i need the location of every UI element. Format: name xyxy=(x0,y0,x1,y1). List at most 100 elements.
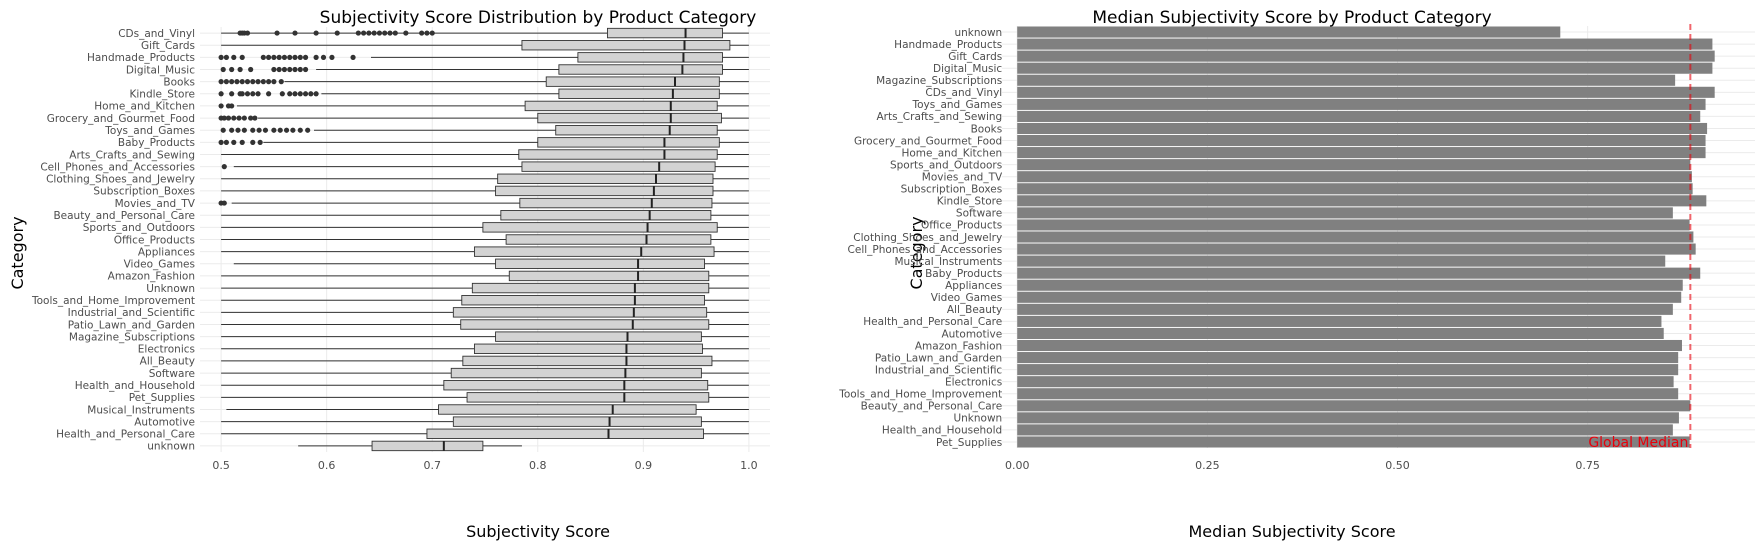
box-Office_Products xyxy=(221,234,749,245)
box-outlier-point xyxy=(266,91,272,97)
box-outlier-point xyxy=(320,54,327,60)
bar-Video_Games xyxy=(1017,291,1682,303)
right-category-label: Automotive xyxy=(941,328,1002,340)
right-category-label: Appliances xyxy=(945,280,1002,292)
box-iqr xyxy=(577,52,723,63)
box-outlier-point xyxy=(241,115,247,121)
right-category-label: Toys_and_Games xyxy=(911,99,1002,111)
box-outlier-point xyxy=(302,91,309,97)
right-category-label: Office_Products xyxy=(921,220,1002,232)
box-unknown xyxy=(298,440,522,452)
right-category-label: Books xyxy=(971,123,1003,135)
right-category-label: Beauty_and_Personal_Care xyxy=(861,401,1003,413)
box-outlier-point xyxy=(250,91,256,97)
box-outlier-point xyxy=(392,30,398,36)
left-category-label: Health_and_Personal_Care xyxy=(56,429,195,441)
box-outlier-point xyxy=(239,91,245,97)
bar-Movies_and_TV xyxy=(1017,171,1692,183)
box-outlier-point xyxy=(283,127,290,133)
bar-Sports_and_Outdoors xyxy=(1017,159,1691,171)
global-median-label: Global Median xyxy=(1588,435,1688,451)
left-category-label: Industrial_and_Scientific xyxy=(68,307,196,319)
box-outlier-point xyxy=(297,54,303,60)
box-iqr xyxy=(426,428,704,439)
box-iqr xyxy=(471,282,710,294)
box-outlier-point xyxy=(382,30,388,36)
box-iqr xyxy=(473,343,703,354)
left-category-label: Gift_Cards xyxy=(141,40,195,52)
left-category-label: Unknown xyxy=(146,283,195,295)
bar-Digital_Music xyxy=(1017,62,1713,74)
box-All_Beauty xyxy=(221,355,749,367)
box-outlier-point xyxy=(429,30,435,36)
box-outlier-point xyxy=(229,91,235,97)
left-category-label: Health_and_Household xyxy=(75,380,195,392)
box-outlier-point xyxy=(355,30,361,36)
box-outlier-point xyxy=(305,127,311,133)
right-category-label: Baby_Products xyxy=(925,268,1002,280)
right-category-label: Digital_Music xyxy=(933,63,1002,75)
box-outlier-point xyxy=(231,139,237,145)
bar-Musical_Instruments xyxy=(1017,255,1666,267)
box-Sports_and_Outdoors xyxy=(221,222,749,233)
box-iqr xyxy=(371,440,484,452)
box-outlier-point xyxy=(235,127,241,133)
left-category-label: Appliances xyxy=(138,246,195,258)
box-iqr xyxy=(495,331,702,342)
box-outlier-point xyxy=(419,30,425,36)
box-Handmade_Products xyxy=(218,52,749,63)
box-Movies_and_TV xyxy=(218,197,749,209)
bar-Automotive xyxy=(1017,327,1664,340)
bar-Amazon_Fashion xyxy=(1017,339,1682,352)
right-category-label: Movies_and_TV xyxy=(922,172,1003,184)
box-outlier-point xyxy=(260,79,266,85)
box-outlier-point xyxy=(297,127,303,133)
left-category-label: Toys_and_Games xyxy=(104,125,195,137)
left-chart-x-axis-label: Subjectivity Score xyxy=(466,522,610,541)
bar-Pet_Supplies xyxy=(1017,436,1690,448)
box-Arts_Crafts_and_Sewing xyxy=(221,149,749,160)
left-category-label: Video_Games xyxy=(124,259,195,271)
box-outlier-point xyxy=(256,127,262,133)
bar-Health_and_Personal_Care xyxy=(1017,315,1662,327)
box-Industrial_and_Scientific xyxy=(221,307,749,318)
right-category-label: Amazon_Fashion xyxy=(915,340,1002,352)
bar-Gift_Cards xyxy=(1017,50,1715,62)
left-category-label: Automotive xyxy=(134,416,195,428)
left-category-label: Handmade_Products xyxy=(87,52,195,64)
box-outlier-point xyxy=(262,127,269,133)
left-category-label: Software xyxy=(149,368,195,380)
box-outlier-point xyxy=(223,54,229,60)
box-outlier-point xyxy=(237,66,243,73)
left-category-label: Musical_Instruments xyxy=(87,404,195,416)
box-Health_and_Personal_Care xyxy=(221,428,749,439)
box-outlier-point xyxy=(297,66,303,73)
bar-Handmade_Products xyxy=(1017,38,1713,50)
box-outlier-point xyxy=(239,54,245,60)
box-outlier-point xyxy=(287,91,293,97)
bar-Beauty_and_Personal_Care xyxy=(1017,400,1691,412)
box-outlier-point xyxy=(266,54,272,60)
box-outlier-point xyxy=(244,79,251,85)
left-category-label: Electronics xyxy=(138,344,195,356)
left-x-tick-label: 0.9 xyxy=(635,459,653,472)
bar-Office_Products xyxy=(1017,219,1690,231)
box-outlier-point xyxy=(313,30,319,36)
box-outlier-point xyxy=(279,91,285,97)
box-outlier-point xyxy=(313,91,319,97)
right-x-tick-label: 0.75 xyxy=(1575,459,1600,472)
bar-Appliances xyxy=(1017,279,1683,291)
bar-Patio_Lawn_and_Garden xyxy=(1017,352,1679,364)
right-chart-y-axis-label: Category xyxy=(907,216,926,289)
box-outlier-point xyxy=(221,115,227,121)
box-outlier-point xyxy=(231,115,237,121)
box-iqr xyxy=(500,210,712,221)
box-outlier-point xyxy=(221,164,227,170)
box-iqr xyxy=(482,222,718,233)
box-outlier-point xyxy=(308,91,314,97)
left-category-label: Magazine_Subscriptions xyxy=(69,331,195,343)
right-category-label: Grocery_and_Gourmet_Food xyxy=(854,135,1002,147)
box-outlier-point xyxy=(250,127,256,133)
box-iqr xyxy=(537,112,722,124)
right-category-label: CDs_and_Vinyl xyxy=(925,87,1002,99)
